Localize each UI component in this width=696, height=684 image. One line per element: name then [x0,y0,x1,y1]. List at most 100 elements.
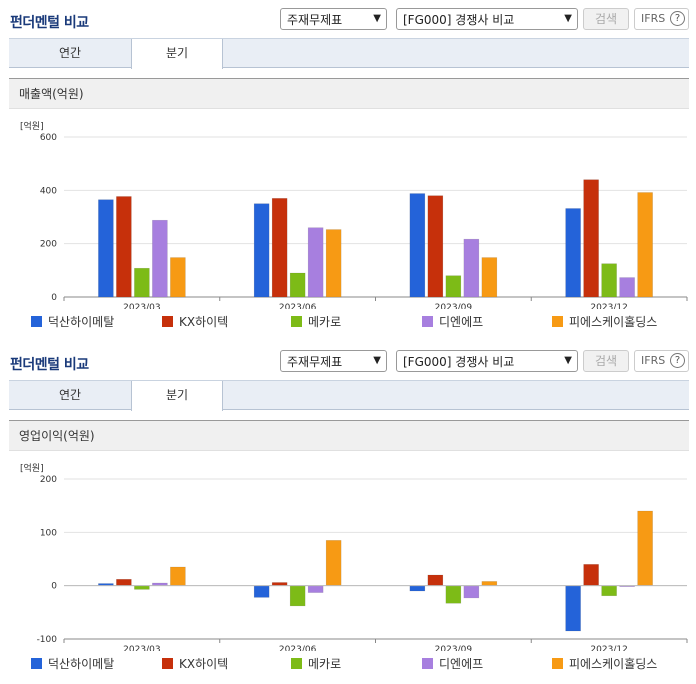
legend-item[interactable]: KX하이텍 [162,313,228,330]
bar[interactable] [565,585,581,632]
tab-annual[interactable]: 연간 [58,46,82,60]
bar[interactable] [427,574,444,586]
legend-label: KX하이텍 [179,657,229,671]
legend-swatch [291,316,302,327]
peer-group-value: [FG000] 경쟁사 비교 [403,355,515,369]
bar[interactable] [481,257,498,298]
x-tick-label: 2023/09 [435,645,473,651]
bar[interactable] [307,227,324,298]
legend-swatch [162,316,173,327]
bar[interactable] [134,267,150,298]
x-tick-label: 2023/06 [279,303,317,309]
statement-type-select[interactable]: 주재무제표 ▼ [280,8,387,30]
legend-swatch [162,658,173,669]
search-button[interactable]: 검색 [583,8,629,30]
legend-item[interactable]: 피에스케이홀딩스 [552,655,657,672]
bar[interactable] [116,196,132,298]
legend-item[interactable]: 피에스케이홀딩스 [552,313,657,330]
bar[interactable] [637,510,653,586]
bar[interactable] [565,208,581,298]
bar[interactable] [463,585,480,599]
help-icon[interactable]: ? [670,11,685,26]
bar[interactable] [463,238,480,298]
legend-item[interactable]: 메카로 [291,313,341,330]
bar[interactable] [583,564,599,586]
chart-panel: 매출액(억원) [억원] 0 200 400 600 2023/03 2023/06 202… [9,78,689,336]
x-tick-label: 2023/12 [590,645,627,651]
y-tick-label: 600 [40,133,57,143]
legend-swatch [422,316,433,327]
legend-swatch [552,658,563,669]
legend-label: 메카로 [308,657,342,671]
chevron-down-icon: ▼ [564,13,572,24]
bar[interactable] [134,585,150,590]
bar[interactable] [601,585,617,597]
legend-label: 메카로 [308,315,342,329]
chevron-down-icon: ▼ [373,355,381,366]
bar[interactable] [481,581,498,586]
section-title: 펀더멘털 비교 [10,357,89,373]
peer-group-select[interactable]: [FG000] 경쟁사 비교 ▼ [396,350,578,372]
bar[interactable] [253,585,270,598]
bar[interactable] [253,203,270,298]
legend-item[interactable]: KX하이텍 [162,655,228,672]
legend-swatch [291,658,302,669]
legend-swatch [552,316,563,327]
y-tick-label: 200 [40,240,57,250]
legend-label: 디엔에프 [439,657,484,671]
bar[interactable] [289,585,306,607]
y-tick-label: 400 [40,186,57,196]
chart-panel: 영업이익(억원) [억원] -100 0 100 200 2023/03 2023/06 2… [9,420,689,678]
chevron-down-icon: ▼ [564,355,572,366]
revenue-bar-chart: 0 200 400 600 2023/03 2023/06 2023/09 2023/12 [40,133,688,309]
bar[interactable] [170,257,186,298]
peer-group-value: [FG000] 경쟁사 비교 [403,13,515,27]
legend-label: KX하이텍 [179,315,229,329]
y-tick-label: 100 [40,528,57,538]
fundamentals-section-revenue: 펀더멘털 비교 주재무제표 ▼ [FG000] 경쟁사 비교 ▼ 검색 IFRS… [9,8,689,336]
bar[interactable] [307,585,324,593]
bar[interactable] [445,585,462,604]
x-tick-label: 2023/09 [435,303,473,309]
statement-type-select[interactable]: 주재무제표 ▼ [280,350,387,372]
legend-item[interactable]: 덕산하이메탈 [31,655,114,672]
peer-group-select[interactable]: [FG000] 경쟁사 비교 ▼ [396,8,578,30]
bar[interactable] [409,585,426,592]
bar[interactable] [427,195,444,298]
y-axis-unit: [억원] [20,122,44,132]
legend-label: 피에스케이홀딩스 [569,315,658,329]
chevron-down-icon: ▼ [373,13,381,24]
bar[interactable] [409,193,426,298]
bar[interactable] [152,219,168,298]
period-tabs: 연간 분기 [9,380,689,411]
bar[interactable] [170,566,186,586]
x-tick-label: 2023/06 [279,645,317,651]
bar[interactable] [445,275,462,298]
help-icon[interactable]: ? [670,353,685,368]
legend-item[interactable]: 메카로 [291,655,341,672]
ifrs-button[interactable]: IFRS ? [634,350,689,372]
bar[interactable] [637,192,653,298]
tab-annual[interactable]: 연간 [58,388,82,402]
legend-item[interactable]: 디엔에프 [422,313,483,330]
bar[interactable] [325,229,342,298]
bar[interactable] [116,579,132,586]
ifrs-label: IFRS [641,354,666,367]
ifrs-button[interactable]: IFRS ? [634,8,689,30]
bar[interactable] [583,179,599,298]
bar[interactable] [619,277,635,298]
bar[interactable] [98,199,114,298]
legend-item[interactable]: 디엔에프 [422,655,483,672]
y-tick-label: 0 [51,582,57,592]
bar[interactable] [325,540,342,586]
bar[interactable] [271,198,288,298]
bar[interactable] [289,272,306,298]
x-tick-label: 2023/12 [590,303,627,309]
search-button[interactable]: 검색 [583,350,629,372]
legend-item[interactable]: 덕산하이메탈 [31,313,114,330]
statement-type-value: 주재무제표 [287,355,343,369]
tab-quarterly[interactable]: 분기 [131,381,223,411]
legend-label: 덕산하이메탈 [48,657,115,671]
bar[interactable] [601,263,617,298]
tab-quarterly[interactable]: 분기 [131,39,223,69]
